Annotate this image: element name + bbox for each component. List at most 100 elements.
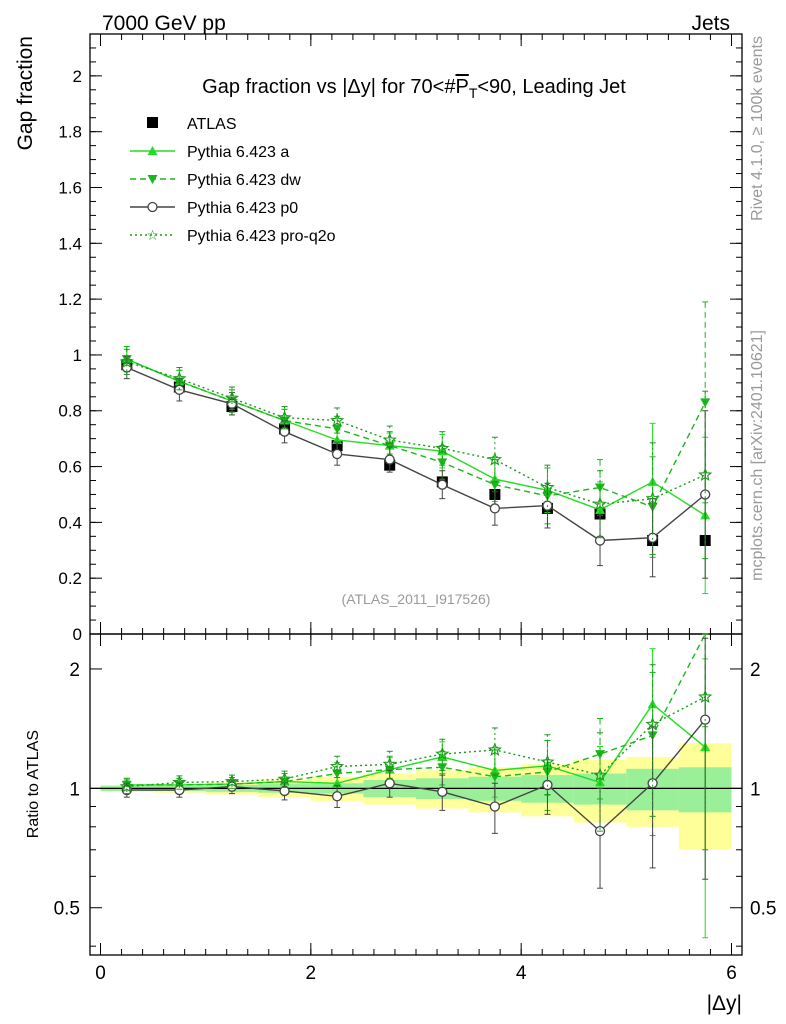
legend-atlas-marker (147, 117, 158, 128)
y-tick-label: 0.6 (58, 458, 82, 477)
main-point-p0 (700, 489, 711, 500)
main-point-dw (489, 480, 500, 490)
main-series-proq2o (119, 348, 713, 560)
main-point-proq2o (487, 452, 503, 466)
legend-proq2o-label: Pythia 6.423 pro-q2o (187, 228, 336, 245)
main-series-dw (121, 301, 711, 558)
ratio-line-a (126, 703, 706, 786)
main-line-proq2o (126, 361, 706, 505)
mcplots-credit-text: mcplots.cern.ch [arXiv:2401.10621] (749, 330, 766, 581)
legend-dw-marker (147, 175, 158, 184)
y-tick-label: 1.2 (58, 290, 82, 309)
ratio-point-dw (437, 763, 448, 773)
ratio-point-proq2o (540, 754, 555, 769)
ratio-series-proq2o (119, 633, 713, 851)
ratio-tick-label: 1 (69, 779, 80, 800)
main-point-proq2o (329, 413, 345, 427)
main-point-p0 (331, 448, 343, 460)
ratio-line-p0 (126, 719, 706, 833)
ratio-line-proq2o (126, 696, 706, 788)
legend-a-label: Pythia 6.423 a (187, 144, 289, 161)
legend-atlas-label: ATLAS (187, 116, 237, 133)
rivet-version-text: Rivet 4.1.0, ≥ 100k events (749, 36, 766, 221)
main-point-proq2o (277, 410, 292, 424)
ratio-point-proq2o (382, 756, 397, 771)
main-point-dw (595, 483, 606, 493)
main-series-atlas (121, 359, 711, 547)
ratio-point-proq2o (645, 716, 660, 731)
main-point-proq2o (435, 440, 450, 455)
title-prefix: Gap fraction vs |Δy| for 70<# (202, 76, 456, 98)
main-line-dw (126, 358, 706, 508)
ratio-tick-label: 0.5 (54, 899, 80, 920)
x-tick-label: 4 (516, 963, 527, 984)
main-series-p0 (121, 355, 711, 579)
ratio-point-proq2o (592, 767, 608, 782)
header-right: Jets (691, 12, 730, 35)
legend-a-marker (147, 146, 158, 155)
main-line-a (126, 358, 706, 516)
legend-proq2o-marker: ☆ (146, 227, 159, 243)
ratio-point-dw (332, 769, 343, 779)
title-sub: T (469, 85, 478, 101)
ratio-point-proq2o (172, 774, 187, 789)
main-series-a (121, 346, 711, 595)
main-point-p0 (121, 362, 132, 373)
main-panel: 0 0.2 0.4 0.6 0.8 1 1.2 1.4 1.6 1.8 2 0 2 4 6 0.5 0.5 1 1 2… (54, 33, 776, 984)
ratio-point-p0 (647, 778, 658, 789)
y-tick-label: 0.2 (58, 569, 82, 588)
legend-p0-label: Pythia 6.423 p0 (187, 200, 298, 217)
main-point-proq2o (224, 390, 240, 405)
main-point-a (595, 504, 606, 514)
y-tick-label: 0.4 (58, 513, 82, 532)
main-point-proq2o (645, 491, 660, 505)
ratio-point-proq2o (435, 746, 450, 761)
main-point-p0 (437, 479, 448, 490)
ratio-point-p0 (331, 791, 343, 802)
header-left: 7000 GeV pp (102, 12, 226, 35)
ratio-tick-label-right: 2 (750, 660, 761, 681)
main-point-p0 (384, 454, 395, 465)
ratio-point-proq2o (698, 689, 713, 704)
y-axis-label: Gap fraction (14, 36, 37, 150)
ratio-point-p0 (437, 786, 448, 797)
title-suffix: <90, Leading Jet (477, 76, 626, 98)
ratio-point-proq2o (329, 759, 345, 773)
main-line-p0 (126, 366, 706, 542)
main-point-proq2o (698, 467, 713, 482)
main-point-proq2o (592, 496, 608, 511)
y-tick-label: 1.6 (58, 178, 82, 197)
main-point-proq2o (382, 432, 397, 447)
ratio-tick-label-right: 1 (750, 779, 761, 800)
main-point-proq2o (172, 371, 187, 385)
analysis-watermark: (ATLAS_2011_I917526) (342, 591, 491, 607)
ratio-line-dw (126, 633, 706, 786)
legend-p0-marker (147, 201, 158, 213)
ratio-point-proq2o (224, 774, 240, 788)
ratio-point-proq2o (487, 742, 503, 757)
ratio-tick-label-right: 0.5 (750, 899, 776, 920)
ratio-point-p0 (489, 801, 501, 812)
y-tick-label: 1 (73, 346, 82, 365)
y-tick-label: 2 (73, 67, 82, 86)
ratio-point-proq2o (119, 779, 134, 793)
ratio-point-proq2o (277, 771, 292, 786)
main-point-proq2o (119, 354, 134, 369)
legend-dw-label: Pythia 6.423 dw (187, 172, 301, 189)
ratio-tick-label: 2 (69, 660, 80, 681)
chart-title: Gap fraction vs |Δy| for 70<#PT<90, Lead… (202, 76, 626, 101)
ratio-y-axis-label: Ratio to ATLAS (25, 730, 42, 838)
x-axis-label: |Δy| (707, 992, 742, 1015)
title-p: P (455, 76, 468, 98)
x-tick-label: 6 (726, 963, 737, 984)
y-tick-label: 0 (73, 625, 82, 644)
x-tick-label: 0 (95, 963, 106, 984)
ratio-point-p0 (384, 778, 395, 789)
main-point-p0 (489, 503, 501, 514)
y-tick-label: 1.4 (58, 234, 82, 253)
y-tick-label: 0.8 (58, 402, 82, 421)
y-tick-label: 1.8 (58, 123, 82, 142)
main-point-proq2o (540, 480, 555, 494)
x-tick-label: 2 (306, 963, 317, 984)
